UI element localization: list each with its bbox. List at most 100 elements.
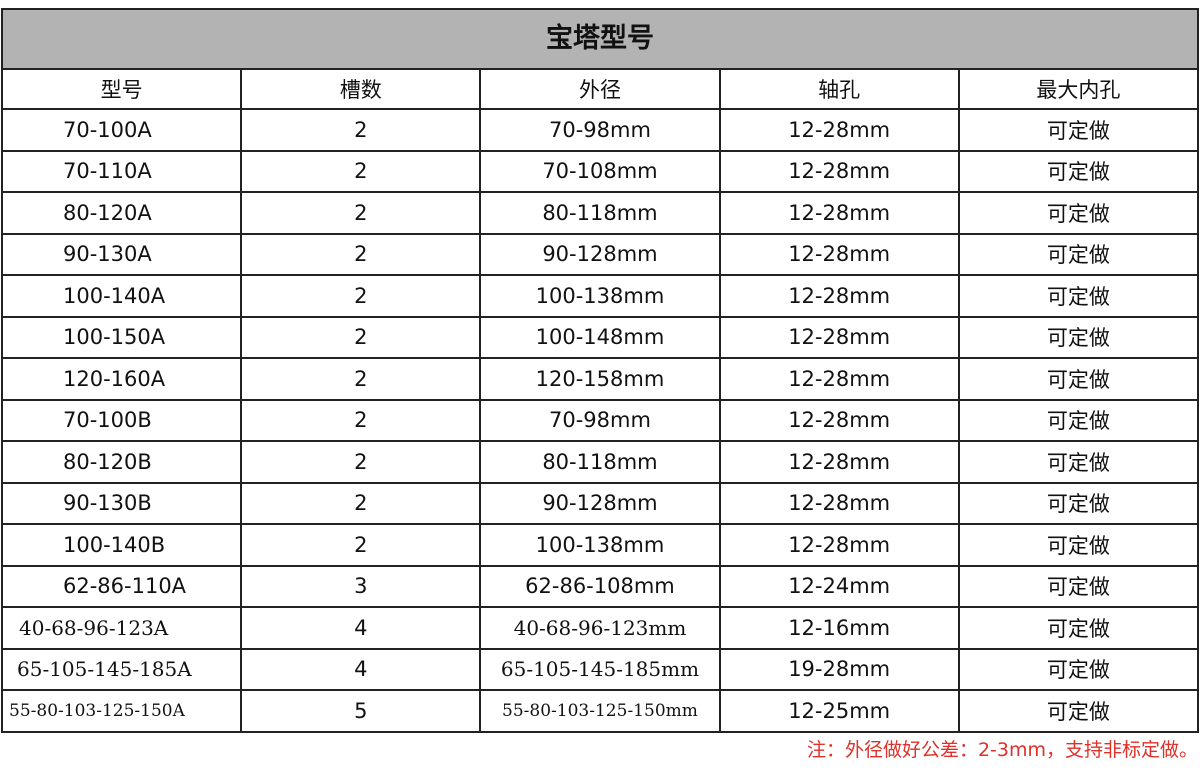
table-cell: 2	[240, 232, 482, 276]
table-row: 62-86-110A 3 62-86-108mm 12-24mm 可定做	[0, 564, 1200, 608]
table-cell: 4	[240, 647, 482, 691]
table-cell: 100-148mm	[479, 315, 721, 359]
footnote: 注：外径做好公差：2-3mm，支持非标定做。	[806, 739, 1198, 761]
table-cell: 可定做	[957, 232, 1200, 276]
table-row: 70-100B 2 70-98mm 12-28mm 可定做	[0, 398, 1200, 442]
table-cell: 70-108mm	[479, 149, 721, 193]
table-cell: 70-98mm	[479, 108, 721, 152]
table-cell: 2	[240, 191, 482, 235]
table-cell: 2	[240, 149, 482, 193]
table-cell: 12-16mm	[718, 606, 960, 650]
table-cell: 100-150A	[0, 315, 243, 359]
table-cell: 2	[240, 440, 482, 484]
table-cell: 12-28mm	[718, 232, 960, 276]
table-cell: 12-28mm	[718, 149, 960, 193]
table-row: 80-120B 2 80-118mm 12-28mm 可定做	[0, 440, 1200, 484]
table-cell: 90-128mm	[479, 232, 721, 276]
table-cell: 100-140B	[0, 523, 243, 567]
table-cell: 55-80-103-125-150A	[0, 689, 243, 733]
table-head: 型号 槽数 外径 轴孔 最大内孔	[0, 68, 1200, 110]
table-cell: 90-130B	[0, 481, 243, 525]
table-cell: 65-105-145-185A	[0, 647, 243, 691]
table-wrap: 宝塔型号 型号 槽数 外径 轴孔 最大内孔 70-100A 2 70-98mm 12-28mm…	[0, 8, 1200, 733]
table-row: 70-110A 2 70-108mm 12-28mm 可定做	[0, 149, 1200, 193]
table-cell: 4	[240, 606, 482, 650]
table-cell: 120-158mm	[479, 357, 721, 401]
table-cell: 70-100B	[0, 398, 243, 442]
table-row: 80-120A 2 80-118mm 12-28mm 可定做	[0, 191, 1200, 235]
header-cell: 最大内孔	[957, 68, 1200, 110]
header-cell: 外径	[479, 68, 721, 110]
table-cell: 可定做	[957, 523, 1200, 567]
spec-table: 宝塔型号 型号 槽数 外径 轴孔 最大内孔 70-100A 2 70-98mm 12-28mm…	[0, 8, 1200, 733]
header-cell: 型号	[0, 68, 243, 110]
table-cell: 70-98mm	[479, 398, 721, 442]
table-cell: 100-140A	[0, 274, 243, 318]
table-cell: 55-80-103-125-150mm	[479, 689, 721, 733]
table-cell: 40-68-96-123mm	[479, 606, 721, 650]
table-cell: 120-160A	[0, 357, 243, 401]
table-cell: 可定做	[957, 398, 1200, 442]
table-cell: 可定做	[957, 647, 1200, 691]
table-row: 70-100A 2 70-98mm 12-28mm 可定做	[0, 108, 1200, 152]
table-cell: 可定做	[957, 191, 1200, 235]
table-cell: 2	[240, 357, 482, 401]
table-cell: 可定做	[957, 481, 1200, 525]
table-cell: 80-120B	[0, 440, 243, 484]
table-cell: 12-28mm	[718, 191, 960, 235]
table-cell: 100-138mm	[479, 274, 721, 318]
table-cell: 80-120A	[0, 191, 243, 235]
table-cell: 12-28mm	[718, 315, 960, 359]
table-cell: 12-28mm	[718, 357, 960, 401]
table-cell: 19-28mm	[718, 647, 960, 691]
table-cell: 2	[240, 481, 482, 525]
table-cell: 12-28mm	[718, 274, 960, 318]
header-cell: 槽数	[240, 68, 482, 110]
table-cell: 12-28mm	[718, 398, 960, 442]
table-cell: 2	[240, 315, 482, 359]
table-title: 宝塔型号	[1, 8, 1199, 68]
table-cell: 可定做	[957, 564, 1200, 608]
table-cell: 可定做	[957, 315, 1200, 359]
table-body: 70-100A 2 70-98mm 12-28mm 可定做 70-110A 2 70-108m…	[0, 108, 1200, 733]
table-cell: 70-100A	[0, 108, 243, 152]
table-cell: 可定做	[957, 440, 1200, 484]
table-cell: 可定做	[957, 357, 1200, 401]
table-cell: 40-68-96-123A	[0, 606, 243, 650]
table-cell: 可定做	[957, 274, 1200, 318]
table-row: 40-68-96-123A 4 40-68-96-123mm 12-16mm 可定做	[0, 606, 1200, 650]
table-cell: 12-25mm	[718, 689, 960, 733]
table-cell: 5	[240, 689, 482, 733]
table-cell: 80-118mm	[479, 440, 721, 484]
table-row: 100-140B 2 100-138mm 12-28mm 可定做	[0, 523, 1200, 567]
header-cell: 轴孔	[718, 68, 960, 110]
table-cell: 12-28mm	[718, 523, 960, 567]
table-row: 55-80-103-125-150A 5 55-80-103-125-150mm 12…	[0, 689, 1200, 733]
table-cell: 100-138mm	[479, 523, 721, 567]
table-cell: 3	[240, 564, 482, 608]
table-cell: 80-118mm	[479, 191, 721, 235]
table-cell: 2	[240, 108, 482, 152]
table-cell: 12-28mm	[718, 481, 960, 525]
table-row: 100-150A 2 100-148mm 12-28mm 可定做	[0, 315, 1200, 359]
table-row: 65-105-145-185A 4 65-105-145-185mm 19-28mm 可…	[0, 647, 1200, 691]
table-cell: 可定做	[957, 689, 1200, 733]
table-cell: 2	[240, 398, 482, 442]
table-row: 120-160A 2 120-158mm 12-28mm 可定做	[0, 357, 1200, 401]
table-cell: 可定做	[957, 606, 1200, 650]
table-row: 90-130A 2 90-128mm 12-28mm 可定做	[0, 232, 1200, 276]
table-cell: 2	[240, 523, 482, 567]
table-cell: 62-86-108mm	[479, 564, 721, 608]
table-cell: 12-28mm	[718, 108, 960, 152]
table-cell: 90-128mm	[479, 481, 721, 525]
table-cell: 65-105-145-185mm	[479, 647, 721, 691]
table-cell: 可定做	[957, 149, 1200, 193]
table-cell: 90-130A	[0, 232, 243, 276]
table-cell: 12-28mm	[718, 440, 960, 484]
table-row: 90-130B 2 90-128mm 12-28mm 可定做	[0, 481, 1200, 525]
table-cell: 70-110A	[0, 149, 243, 193]
table-cell: 可定做	[957, 108, 1200, 152]
table-row: 100-140A 2 100-138mm 12-28mm 可定做	[0, 274, 1200, 318]
table-cell: 62-86-110A	[0, 564, 243, 608]
